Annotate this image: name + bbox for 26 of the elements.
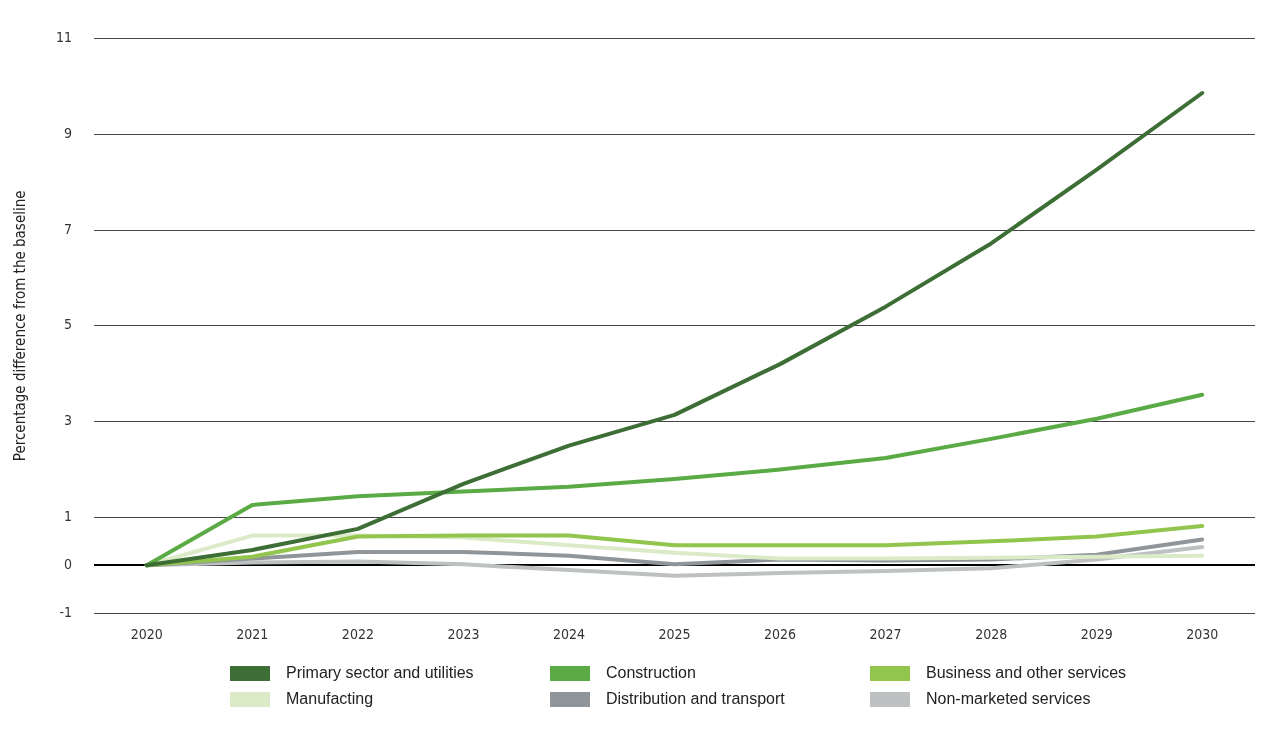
legend-label: Manufacting xyxy=(286,690,374,708)
x-tick-label: 2023 xyxy=(447,626,480,643)
x-tick-label: 2029 xyxy=(1080,626,1113,643)
y-tick-label: 9 xyxy=(64,124,73,141)
y-tick-label: 3 xyxy=(64,412,73,429)
y-tick-label: 5 xyxy=(64,316,73,333)
y-axis-title: Percentage difference from the baseline xyxy=(10,190,29,462)
y-tick-label: -1 xyxy=(59,603,73,620)
y-tick-label: 0 xyxy=(64,555,73,572)
x-tick-label: 2025 xyxy=(658,626,691,643)
x-tick-label: 2030 xyxy=(1186,626,1219,643)
y-tick-label: 1 xyxy=(64,508,73,525)
legend-label: Business and other services xyxy=(926,664,1127,682)
x-tick-label: 2024 xyxy=(552,626,585,643)
x-tick-label: 2020 xyxy=(130,626,163,643)
x-tick-label: 2026 xyxy=(764,626,797,643)
x-tick-label: 2022 xyxy=(341,626,374,643)
legend-label: Primary sector and utilities xyxy=(286,664,474,682)
x-tick-label: 2027 xyxy=(869,626,902,643)
y-tick-label: 11 xyxy=(55,29,73,46)
legend-label: Distribution and transport xyxy=(606,690,785,708)
y-tick-label: 7 xyxy=(64,220,73,237)
legend-label: Construction xyxy=(606,664,696,682)
x-tick-label: 2021 xyxy=(236,626,269,643)
legend-label: Non-marketed services xyxy=(926,690,1091,708)
x-tick-label: 2028 xyxy=(975,626,1008,643)
